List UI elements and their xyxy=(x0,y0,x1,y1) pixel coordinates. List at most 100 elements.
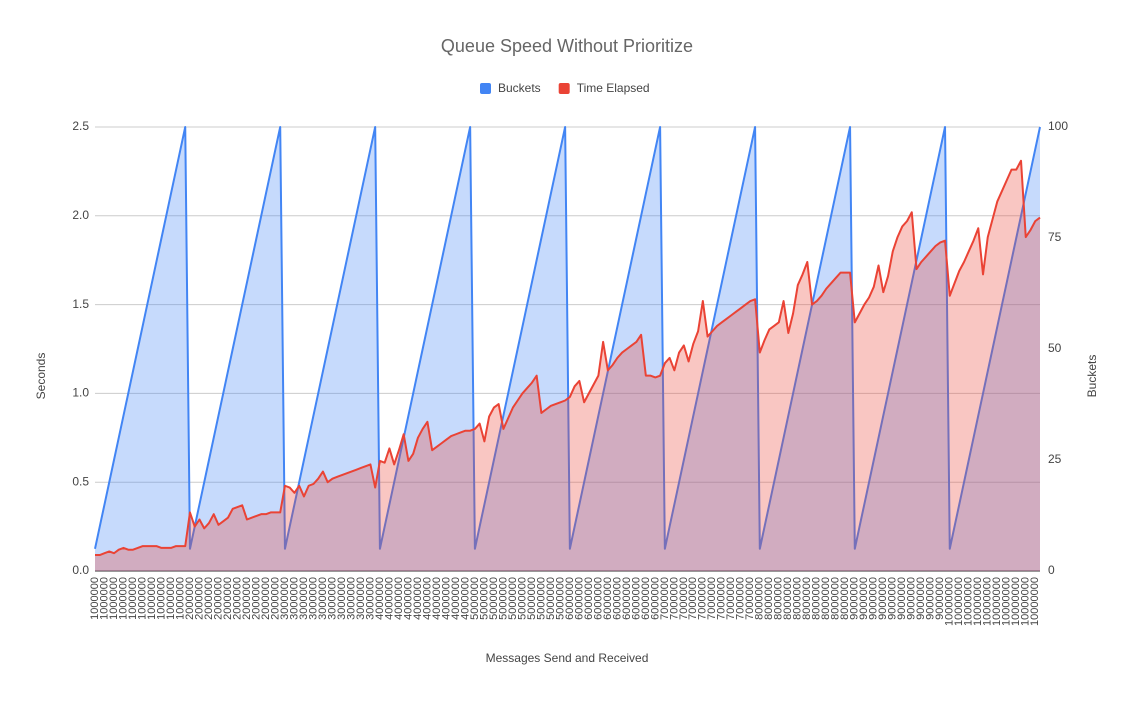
y2-tick-label: 75 xyxy=(1048,230,1062,244)
x-tick-label: 4000000 xyxy=(402,577,414,620)
x-tick-label: 2000000 xyxy=(193,577,205,620)
x-tick-label: 3000000 xyxy=(326,577,338,620)
x-tick-label: 3000000 xyxy=(307,577,319,620)
x-tick-label: 8000000 xyxy=(773,577,785,620)
x-tick-label: 9000000 xyxy=(925,577,937,620)
x-tick-label: 4000000 xyxy=(459,577,471,620)
x-tick-label: 7000000 xyxy=(706,577,718,620)
x-tick-label: 6000000 xyxy=(602,577,614,620)
x-tick-label: 9000000 xyxy=(906,577,918,620)
x-tick-label: 4000000 xyxy=(440,577,452,620)
x-tick-label: 1000000 xyxy=(146,577,158,620)
x-tick-label: 2000000 xyxy=(260,577,272,620)
x-tick-label: 4000000 xyxy=(393,577,405,620)
x-tick-label: 10000000 xyxy=(963,577,975,626)
x-tick-label: 5000000 xyxy=(507,577,519,620)
x-tick-label: 6000000 xyxy=(583,577,595,620)
y-tick-label: 2.5 xyxy=(72,119,89,133)
x-tick-label: 6000000 xyxy=(564,577,576,620)
x-tick-label: 5000000 xyxy=(545,577,557,620)
x-tick-label: 8000000 xyxy=(763,577,775,620)
x-tick-label: 1000000 xyxy=(98,577,110,620)
x-tick-label: 3000000 xyxy=(298,577,310,620)
x-tick-label: 3000000 xyxy=(279,577,291,620)
y2-axis-title: Buckets xyxy=(1085,355,1099,398)
x-tick-label: 8000000 xyxy=(839,577,851,620)
x-tick-label: 1000000 xyxy=(127,577,139,620)
legend-swatch xyxy=(558,83,570,94)
x-tick-label: 7000000 xyxy=(659,577,671,620)
x-tick-label: 1000000 xyxy=(174,577,186,620)
y2-tick-label: 100 xyxy=(1048,119,1068,133)
x-tick-label: 9000000 xyxy=(934,577,946,620)
x-tick-label: 4000000 xyxy=(450,577,462,620)
x-tick-label: 7000000 xyxy=(697,577,709,620)
x-tick-label: 1000000 xyxy=(155,577,167,620)
x-tick-label: 8000000 xyxy=(811,577,823,620)
x-tick-label: 7000000 xyxy=(725,577,737,620)
x-tick-label: 4000000 xyxy=(421,577,433,620)
y-tick-label: 0.5 xyxy=(72,474,89,488)
x-tick-label: 5000000 xyxy=(497,577,509,620)
x-tick-label: 8000000 xyxy=(820,577,832,620)
x-tick-label: 5000000 xyxy=(478,577,490,620)
x-tick-label: 1000000 xyxy=(89,577,101,620)
x-tick-label: 3000000 xyxy=(288,577,300,620)
legend-label: Buckets xyxy=(498,81,541,95)
x-tick-label: 9000000 xyxy=(915,577,927,620)
x-tick-label: 10000000 xyxy=(944,577,956,626)
x-tick-label: 5000000 xyxy=(535,577,547,620)
x-tick-label: 5000000 xyxy=(516,577,528,620)
x-tick-label: 9000000 xyxy=(896,577,908,620)
y2-tick-label: 0 xyxy=(1048,563,1055,577)
x-tick-label: 8000000 xyxy=(754,577,766,620)
x-axis-title: Messages Send and Received xyxy=(486,651,649,665)
x-tick-label: 3000000 xyxy=(345,577,357,620)
y-tick-label: 2.0 xyxy=(72,208,89,222)
x-tick-label: 9000000 xyxy=(849,577,861,620)
x-tick-label: 5000000 xyxy=(554,577,566,620)
x-tick-label: 2000000 xyxy=(203,577,215,620)
x-tick-label: 2000000 xyxy=(241,577,253,620)
x-tick-label: 6000000 xyxy=(640,577,652,620)
x-tick-label: 7000000 xyxy=(668,577,680,620)
x-tick-label: 5000000 xyxy=(526,577,538,620)
x-tick-label: 1000000 xyxy=(108,577,120,620)
x-tick-label: 7000000 xyxy=(678,577,690,620)
x-tick-label: 1000000 xyxy=(117,577,129,620)
x-tick-label: 8000000 xyxy=(792,577,804,620)
x-tick-label: 6000000 xyxy=(573,577,585,620)
x-tick-label: 10000000 xyxy=(1001,577,1013,626)
y2-tick-label: 25 xyxy=(1048,452,1062,466)
x-tick-label: 9000000 xyxy=(887,577,899,620)
x-tick-label: 2000000 xyxy=(250,577,262,620)
x-tick-label: 1000000 xyxy=(136,577,148,620)
x-tick-label: 2000000 xyxy=(269,577,281,620)
x-tick-label: 3000000 xyxy=(364,577,376,620)
x-tick-label: 7000000 xyxy=(716,577,728,620)
x-tick-label: 10000000 xyxy=(982,577,994,626)
x-tick-label: 4000000 xyxy=(383,577,395,620)
x-tick-label: 6000000 xyxy=(630,577,642,620)
legend-label: Time Elapsed xyxy=(577,81,650,95)
y-tick-label: 0.0 xyxy=(72,563,89,577)
x-tick-label: 5000000 xyxy=(469,577,481,620)
x-tick-label: 9000000 xyxy=(858,577,870,620)
x-tick-label: 8000000 xyxy=(782,577,794,620)
x-tick-label: 1000000 xyxy=(165,577,177,620)
x-tick-label: 6000000 xyxy=(621,577,633,620)
x-tick-label: 10000000 xyxy=(991,577,1003,626)
x-tick-label: 6000000 xyxy=(611,577,623,620)
x-tick-label: 4000000 xyxy=(412,577,424,620)
x-tick-label: 9000000 xyxy=(877,577,889,620)
x-tick-label: 2000000 xyxy=(184,577,196,620)
x-tick-label: 10000000 xyxy=(1029,577,1041,626)
x-tick-label: 2000000 xyxy=(222,577,234,620)
x-tick-label: 4000000 xyxy=(374,577,386,620)
series-line xyxy=(95,159,1041,557)
x-tick-label: 9000000 xyxy=(868,577,880,620)
x-tick-label: 10000000 xyxy=(1010,577,1022,626)
x-tick-label: 7000000 xyxy=(687,577,699,620)
y2-tick-label: 50 xyxy=(1048,341,1062,355)
